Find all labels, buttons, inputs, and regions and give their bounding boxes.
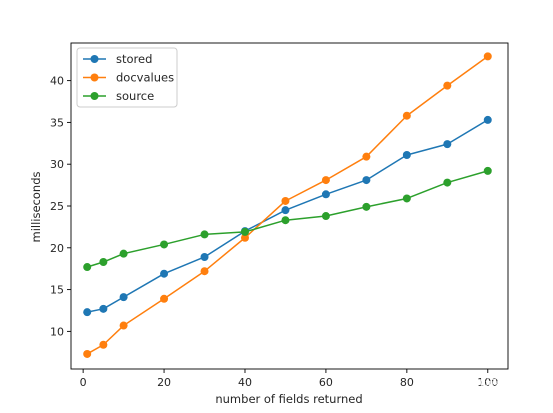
legend-entry-docvalues: docvalues	[83, 71, 174, 85]
y-axis-label: milliseconds	[29, 172, 43, 243]
point-stored-20	[160, 269, 169, 278]
point-source-100	[483, 166, 492, 175]
point-docvalues-10	[119, 321, 128, 330]
point-docvalues-30	[200, 267, 209, 276]
x-tick-label-100: 100	[477, 376, 498, 389]
point-docvalues-100	[483, 52, 492, 61]
point-docvalues-40	[240, 233, 249, 242]
point-docvalues-5	[99, 340, 108, 349]
legend-entry-stored: stored	[83, 52, 152, 66]
y-tick-label-10: 10	[50, 325, 64, 338]
point-source-60	[321, 212, 330, 221]
series-docvalues	[83, 52, 492, 358]
x-tick-label-0: 0	[80, 376, 87, 389]
legend-frame	[76, 47, 178, 108]
legend-label-source: source	[116, 89, 154, 103]
point-docvalues-1	[83, 349, 92, 358]
point-stored-60	[321, 190, 330, 199]
point-stored-10	[119, 293, 128, 302]
legend-marker-docvalues	[90, 73, 99, 82]
legend-marker-source	[90, 92, 99, 100]
point-stored-30	[200, 252, 209, 261]
point-stored-100	[483, 115, 492, 124]
point-stored-90	[443, 140, 452, 149]
point-docvalues-80	[402, 111, 411, 120]
series-source	[83, 166, 492, 272]
point-docvalues-60	[321, 176, 330, 185]
legend-label-stored: stored	[116, 52, 152, 66]
legend-entry-source: source	[83, 89, 154, 103]
watermark: 知乎 @傲娇宾宾花	[425, 377, 541, 394]
point-stored-80	[402, 151, 411, 160]
point-source-10	[119, 249, 128, 258]
point-source-80	[402, 194, 411, 203]
y-tick-label-30: 30	[50, 158, 64, 171]
series-line-docvalues	[86, 55, 489, 355]
point-stored-1	[83, 308, 92, 317]
point-docvalues-70	[362, 152, 371, 161]
point-source-90	[443, 178, 452, 187]
y-tick-label-40: 40	[50, 75, 64, 88]
legend-label-docvalues: docvalues	[116, 71, 174, 85]
point-docvalues-90	[443, 81, 452, 90]
point-source-30	[200, 230, 209, 239]
point-source-20	[160, 240, 169, 249]
plot-area	[83, 52, 492, 358]
y-tick-label-35: 35	[50, 116, 64, 129]
y-tick-label-15: 15	[50, 284, 64, 297]
point-source-50	[281, 216, 290, 225]
point-stored-50	[281, 206, 290, 215]
point-source-1	[83, 263, 92, 272]
point-docvalues-20	[160, 294, 169, 303]
legend: stored docvalues source	[76, 47, 178, 108]
x-tick-label-60: 60	[319, 376, 333, 389]
point-docvalues-50	[281, 196, 290, 205]
x-axis-label: number of fields returned	[215, 392, 362, 406]
y-tick-label-20: 20	[50, 242, 64, 255]
y-tick-label-25: 25	[50, 200, 64, 213]
axes: 0 20 40 60 80 100 10 15 20 25 30 35 40	[50, 42, 509, 389]
point-source-40	[240, 227, 249, 236]
point-source-5	[99, 258, 108, 267]
x-tick-label-80: 80	[400, 376, 414, 389]
point-stored-70	[362, 176, 371, 185]
x-tick-label-20: 20	[157, 376, 171, 389]
legend-marker-stored	[90, 55, 99, 63]
point-stored-5	[99, 304, 108, 313]
watermark-text: 知乎 @傲娇宾宾花	[425, 377, 541, 394]
x-tick-label-40: 40	[238, 376, 252, 389]
point-source-70	[362, 202, 371, 211]
